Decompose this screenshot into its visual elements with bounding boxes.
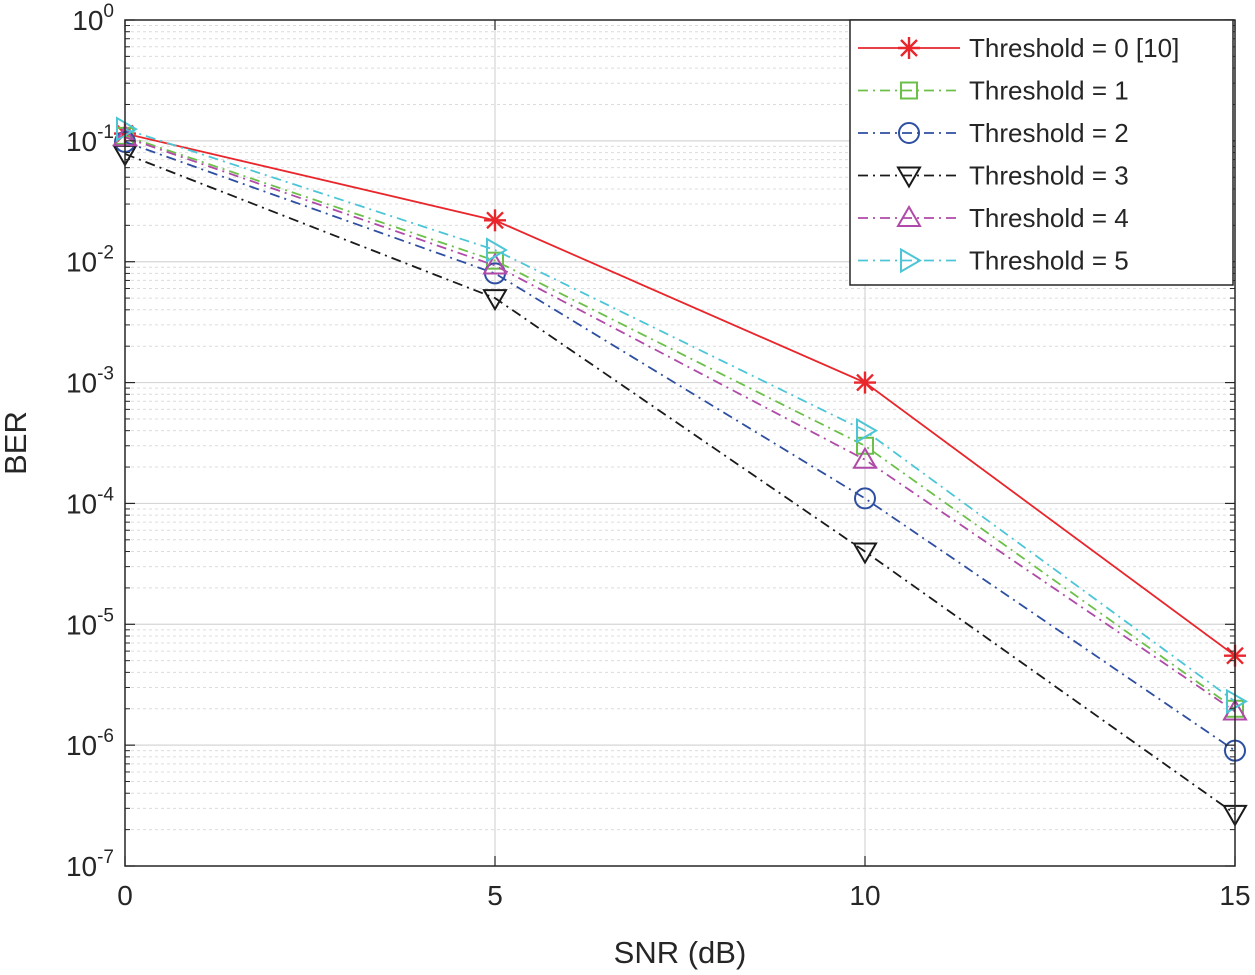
y-tick-exponent: -4 [97, 484, 114, 505]
series-line [124, 128, 1236, 703]
data-point [486, 237, 508, 263]
y-axis-label: BER [0, 411, 33, 475]
data-point [854, 371, 876, 394]
data-point [482, 252, 508, 275]
y-tick-label: 10-3 [66, 364, 114, 399]
legend: Threshold = 0 [10] Threshold = 1 Threshold… [849, 19, 1234, 286]
legend-entry: Threshold = 0 [10] [858, 33, 1179, 63]
y-tick-base: 10 [66, 851, 97, 882]
y-tick-label: 10-6 [66, 726, 114, 761]
data-point [1226, 688, 1248, 715]
star-stroke [856, 373, 874, 392]
series-layer [112, 116, 1248, 827]
legend-label: Threshold = 2 [969, 118, 1129, 148]
legend-entry: Threshold = 5 [858, 246, 1129, 276]
data-point [854, 487, 876, 510]
y-tick-base: 10 [66, 247, 97, 278]
data-point [852, 542, 878, 565]
data-point [852, 446, 878, 469]
data-point [116, 116, 138, 142]
series-line [124, 141, 1236, 752]
data-point [856, 417, 878, 444]
legend-label: Threshold = 5 [969, 246, 1129, 276]
x-tick-label: 15 [1219, 880, 1250, 911]
y-tick-label: 10-4 [66, 484, 114, 519]
series-line [124, 135, 1236, 710]
x-tick-label: 10 [849, 880, 880, 911]
y-tick-base: 10 [66, 126, 97, 157]
y-tick-base: 10 [66, 730, 97, 761]
series-line [124, 136, 1236, 713]
legend-marker [896, 166, 922, 189]
y-tick-exponent: -5 [97, 605, 114, 626]
data-point [484, 209, 506, 232]
star-stroke [900, 39, 918, 57]
y-tick-base: 10 [66, 368, 97, 399]
legend-entry: Threshold = 3 [858, 161, 1129, 191]
y-tick-base: 10 [72, 5, 103, 36]
y-tick-exponent: -1 [97, 122, 114, 143]
legend-entry: Threshold = 1 [858, 76, 1129, 106]
star-stroke [486, 211, 504, 230]
legend-entry: Threshold = 2 [858, 118, 1129, 148]
y-tick-label: 10-2 [66, 243, 114, 278]
x-tick-label: 5 [487, 880, 503, 911]
y-tick-label: 10-5 [66, 605, 114, 640]
y-tick-label: 10-7 [66, 847, 114, 882]
legend-label: Threshold = 4 [969, 203, 1129, 233]
series-line [124, 153, 1236, 815]
y-tick-exponent: -6 [97, 726, 114, 747]
legend-entry: Threshold = 4 [858, 203, 1129, 233]
y-tick-base: 10 [66, 488, 97, 519]
y-tick-exponent: -3 [97, 364, 114, 385]
legend-box [849, 19, 1234, 286]
legend-marker [898, 122, 920, 144]
plot-frame [124, 19, 1236, 867]
x-tick-label: 0 [117, 880, 133, 911]
y-tick-exponent: 0 [103, 1, 114, 22]
legend-label: Threshold = 3 [969, 161, 1129, 191]
legend-marker [896, 205, 922, 227]
y-tick-exponent: -2 [97, 243, 114, 264]
legend-marker [898, 37, 920, 59]
y-tick-label: 100 [72, 1, 114, 36]
y-tick-label: 10-1 [66, 122, 114, 157]
legend-label: Threshold = 0 [10] [969, 33, 1179, 63]
x-axis-label: SNR (dB) [614, 935, 747, 970]
series-5 [116, 116, 1248, 715]
legend-marker [900, 247, 922, 274]
data-point [482, 289, 508, 312]
legend-label: Threshold = 1 [969, 76, 1129, 106]
y-tick-base: 10 [66, 609, 97, 640]
legend-marker [900, 81, 918, 100]
series-line [124, 132, 1236, 657]
y-tick-exponent: -7 [97, 847, 114, 868]
